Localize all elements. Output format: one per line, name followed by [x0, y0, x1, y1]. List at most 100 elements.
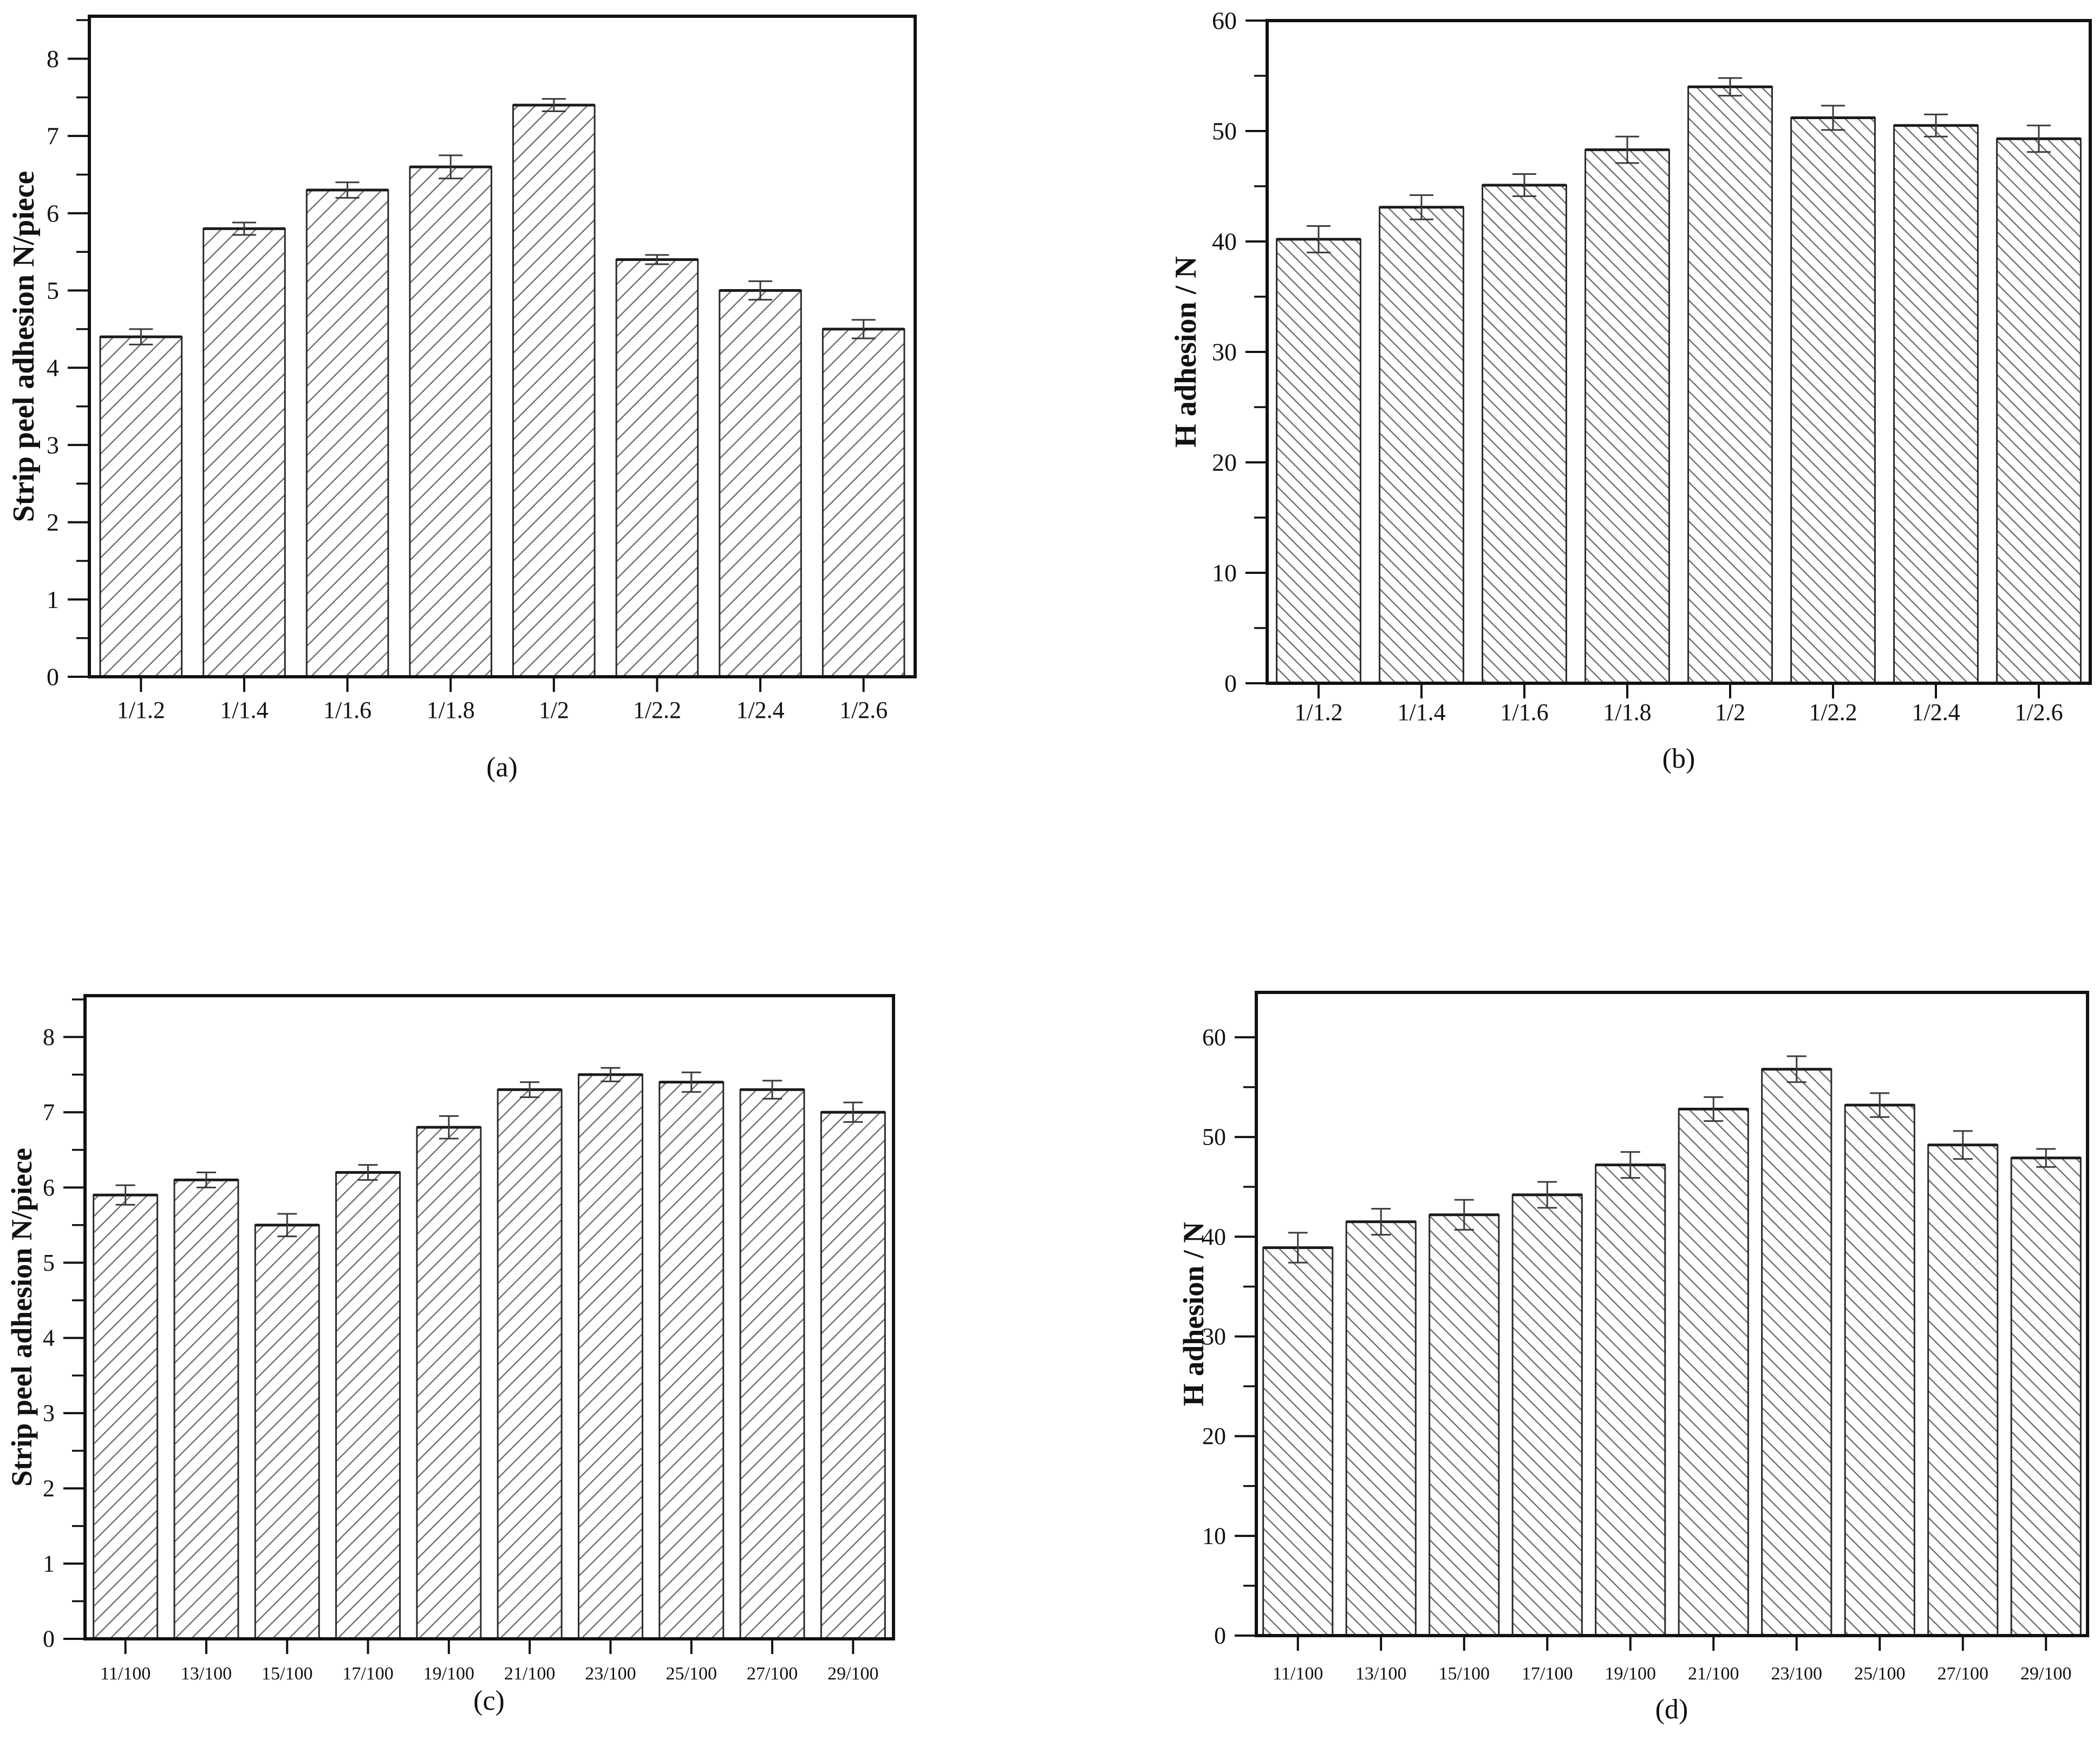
y-tick-label: 0: [47, 663, 59, 691]
bar-1/2.2: [615, 258, 699, 678]
x-tick-label: 1/1.8: [427, 697, 475, 723]
x-tick-label: 13/100: [181, 1664, 232, 1684]
y-tick-label: 5: [43, 1250, 55, 1276]
error-bar: [645, 254, 669, 265]
y-tick-label: 3: [43, 1400, 55, 1427]
y-tick-label: 8: [43, 1024, 55, 1050]
bar-chart-b: 0 10 20 30 40 50 60 1/1.2 1/1.4 1/1.6 1/1.8 1/2 1/2.…: [1169, 7, 2092, 725]
chart-panel-b: 0 10 20 30 40 50 60 1/1.2 1/1.4 1/1.6 1/1.8 1/2 1/2.…: [1051, 0, 2100, 812]
x-tick-label: 1/1.2: [117, 697, 165, 723]
x-tick-label: 1/2.6: [839, 697, 888, 723]
bar-27/100: [739, 1089, 805, 1640]
bar-29/100: [2010, 1157, 2082, 1637]
bar-1/2.4: [1893, 125, 1979, 684]
x-tick-label: 1/1.8: [1603, 699, 1651, 725]
x-tick-label: 1/2: [539, 697, 569, 723]
error-bar: [1718, 77, 1742, 97]
bar-chart-d: 0 10 20 30 40 50 60 11/100 13/100 15/100 17/100 19/…: [1177, 991, 2089, 1684]
y-tick-label: 7: [47, 122, 59, 150]
y-tick-label: 10: [1212, 559, 1237, 587]
bar-chart-a: 0 1 2 3 4 5 6 7 8 1/1.2 1/1.4 1/1.6 1/1.8 1/2 1/2.2 1/2…: [7, 15, 917, 723]
bar-19/100: [416, 1126, 482, 1640]
y-tick-label: 10: [1202, 1522, 1226, 1549]
y-tick-label: 6: [43, 1174, 55, 1201]
caption-c: (c): [473, 1685, 505, 1716]
bar-1/1.6: [1482, 184, 1567, 684]
error-bar: [1821, 104, 1845, 131]
bar-23/100: [577, 1074, 643, 1640]
bar-1/2: [1687, 86, 1773, 684]
y-tick-label: 50: [1202, 1124, 1226, 1150]
bar-21/100: [497, 1089, 563, 1640]
bar-1/2.6: [821, 328, 905, 678]
bar-11/100: [1262, 1247, 1334, 1637]
x-tick-label: 19/100: [423, 1664, 474, 1684]
error-bar: [542, 98, 566, 113]
y-axis-title: Strip peel adhesion N/piece: [5, 1148, 38, 1487]
y-axis-title: H adhesion / N: [1177, 1222, 1210, 1407]
bar-29/100: [820, 1111, 886, 1640]
x-tick-label: 1/2.2: [1809, 699, 1857, 725]
chart-panel-d: 0 10 20 30 40 50 60 11/100 13/100 15/100 17/100 19/…: [1051, 893, 2100, 1739]
x-tick-label: 17/100: [342, 1664, 393, 1684]
chart-panel-c: 0 1 2 3 4 5 6 7 8 11/100 13/100 15/100 17/100 19/100 2…: [0, 920, 1029, 1739]
bar-13/100: [1345, 1221, 1417, 1637]
plot-frame: [83, 994, 895, 1640]
plot-frame: [88, 15, 917, 678]
x-tick-label: 17/100: [1522, 1664, 1573, 1684]
error-bar: [748, 280, 773, 301]
x-tick-label: 29/100: [2020, 1664, 2071, 1684]
y-tick-label: 7: [43, 1099, 55, 1126]
x-tick-label: 15/100: [1439, 1664, 1490, 1684]
bar-1/2.6: [1996, 138, 2082, 684]
chart-panel-a: 0 1 2 3 4 5 6 7 8 1/1.2 1/1.4 1/1.6 1/1.8 1/2 1/2.2 1/2…: [0, 0, 1029, 812]
error-bar: [1371, 1208, 1391, 1236]
error-bar: [601, 1067, 621, 1082]
error-bar: [520, 1081, 540, 1099]
error-bar: [1615, 135, 1639, 164]
y-tick-label: 30: [1202, 1323, 1226, 1350]
x-tick-label: 1/1.6: [323, 697, 371, 723]
x-tick-label: 1/2: [1715, 699, 1745, 725]
bar-17/100: [1511, 1194, 1583, 1637]
error-bar: [1288, 1232, 1308, 1264]
error-bar: [2036, 1148, 2056, 1168]
bar-1/1.8: [1584, 149, 1670, 684]
y-tick-label: 40: [1202, 1224, 1226, 1250]
error-bar: [1410, 194, 1433, 220]
error-bar: [129, 328, 153, 345]
y-tick-label: 3: [47, 431, 59, 459]
error-bar: [1620, 1151, 1640, 1179]
bar-1/2.4: [719, 290, 802, 678]
bar-13/100: [173, 1179, 239, 1640]
bar-11/100: [93, 1194, 159, 1640]
x-tick-label: 1/2.6: [2014, 699, 2063, 725]
error-bar: [196, 1172, 216, 1188]
x-tick-label: 23/100: [585, 1664, 636, 1684]
error-bar: [681, 1071, 701, 1093]
error-bar: [1924, 113, 1948, 138]
error-bar: [277, 1213, 297, 1238]
y-axis-title: H adhesion / N: [1169, 256, 1203, 447]
x-tick-label: 1/2.4: [736, 697, 784, 723]
bar-1/1.2: [99, 336, 183, 678]
error-bar: [115, 1184, 135, 1206]
caption-a: (a): [486, 752, 518, 783]
bar-15/100: [254, 1224, 320, 1640]
y-tick-label: 30: [1212, 338, 1237, 366]
bar-17/100: [335, 1172, 401, 1640]
x-tick-label: 29/100: [827, 1664, 878, 1684]
x-tick-label: 1/1.2: [1294, 699, 1342, 725]
x-tick-label: 1/1.4: [1397, 699, 1445, 725]
error-bar: [1454, 1199, 1474, 1231]
y-tick-label: 4: [47, 354, 59, 382]
y-tick-label: 6: [47, 199, 59, 227]
error-bar: [2027, 125, 2051, 153]
bar-1/2: [512, 104, 596, 678]
y-tick-label: 20: [1202, 1423, 1226, 1449]
y-tick-label: 60: [1202, 1024, 1226, 1050]
x-tick-label: 25/100: [1854, 1664, 1905, 1684]
y-tick-label: 0: [43, 1626, 55, 1652]
y-tick-label: 2: [43, 1475, 55, 1502]
